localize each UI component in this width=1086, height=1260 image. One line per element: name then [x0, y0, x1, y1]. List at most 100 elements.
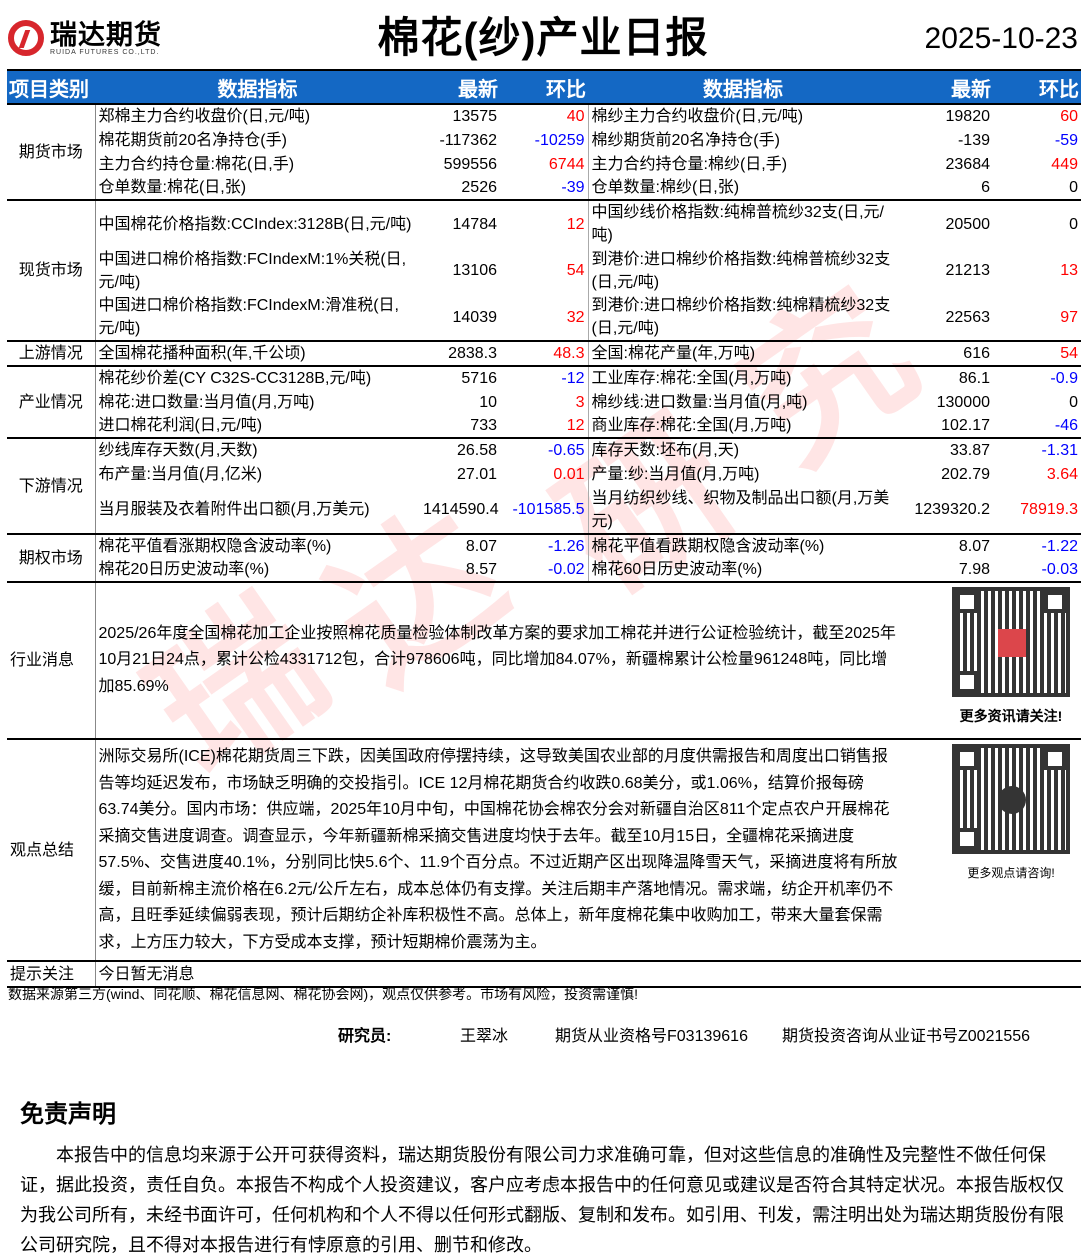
change-value: 0.01: [500, 462, 589, 486]
table-row: 布产量:当月值(月,亿米) 27.01 0.01 产量:纱:当月值(月,万吨) 202.…: [7, 462, 1081, 486]
category-cell: 上游情况: [7, 340, 96, 366]
latest-value: 2838.3: [420, 340, 500, 366]
latest-value: 1239320.2: [914, 501, 990, 518]
license-number: 期货从业资格号F03139616: [555, 1028, 748, 1045]
category-cell: 期权市场: [7, 533, 96, 582]
change-value: -0.65: [500, 437, 589, 462]
table-row: 产业情况 棉花纱价差(CY C32S-CC3128B,元/吨) 5716 -12 工业库…: [7, 365, 1081, 438]
qr-code-icon: [952, 587, 1070, 697]
change-value: -39: [500, 176, 589, 200]
table-row: 上游情况 全国棉花播种面积(年,千公顷) 2838.3 48.3 全国:棉花产量(年,万…: [7, 340, 1081, 366]
metric-name: 工业库存:棉花:全国(月,万吨): [588, 365, 898, 390]
latest-value: 33.87: [898, 437, 993, 462]
metric-name: 全国棉花播种面积(年,千公顷): [95, 340, 420, 366]
change-value: 78919.3: [1020, 501, 1078, 518]
metric-name: 棉花20日历史波动率(%): [98, 561, 270, 578]
view-text: 洲际交易所(ICE)棉花期货周三下跌，因美国政府停摆持续，这导致美国农业部的月度…: [98, 748, 898, 951]
metric-name: 中国棉花价格指数:CCIndex:3128B(日,元/吨): [95, 199, 420, 247]
latest-value: 8.57: [465, 561, 497, 578]
col-category: 项目类别: [7, 69, 95, 104]
latest-value: 5716: [420, 365, 500, 390]
latest-value: 7.98: [958, 561, 990, 578]
table-row: 中国进口棉价格指数:FCIndexM:滑准税(日,元/吨) 14039 32 到港价:…: [7, 294, 1081, 341]
change-value: 40: [500, 103, 589, 128]
latest-value: 102.17: [941, 417, 990, 434]
metric-name: 全国:棉花产量(年,万吨): [588, 340, 898, 366]
category-cell: 产业情况: [7, 365, 96, 438]
table-row: 棉花期货前20名净持仓(手) -117362 -10259 棉纱期货前20名净持仓(手…: [7, 128, 1081, 152]
change-value: 54: [500, 247, 589, 294]
researcher-label: 研究员:: [338, 1028, 392, 1045]
metric-name: 当月纺织纱线、织物及制品出口额(月,万美元): [591, 489, 890, 530]
latest-value: 616: [898, 340, 993, 366]
change-value: 13: [1060, 262, 1078, 279]
researcher-name: 王翠冰: [460, 1028, 509, 1045]
wechat-qr-icon: [952, 744, 1070, 854]
latest-value: 19820: [898, 103, 993, 128]
qr-caption: 更多观点请咨询!: [967, 866, 1055, 880]
metric-name: 棉花60日历史波动率(%): [591, 561, 763, 578]
change-value: 12: [500, 199, 589, 247]
news-row: 行业消息 2025/26年度全国棉花加工企业按照棉花质量检验体制改革方案的要求加…: [7, 581, 1081, 739]
logo-icon: [8, 20, 44, 56]
table-row: 下游情况 纱线库存天数(月,天数) 26.58 -0.65 库存天数:坯布(月,天) 33…: [7, 437, 1081, 534]
metric-name: 仓单数量:棉纱(日,张): [591, 179, 740, 196]
change-value: -46: [1054, 417, 1078, 434]
table-row: 棉花:进口数量:当月值(月,万吨) 10 3 棉纱线:进口数量:当月值(月,吨) 130…: [7, 390, 1081, 414]
view-row: 观点总结 洲际交易所(ICE)棉花期货周三下跌，因美国政府停摆持续，这导致美国农…: [7, 738, 1081, 961]
latest-value: 130000: [936, 393, 990, 411]
latest-value: 23684: [945, 155, 991, 173]
latest-value: 14039: [452, 308, 498, 326]
latest-value: 2526: [461, 179, 497, 196]
change-value: 97: [1060, 308, 1078, 326]
latest-value: 86.1: [898, 365, 993, 390]
metric-name: 棉花:进口数量:当月值(月,万吨): [98, 393, 315, 411]
latest-value: 8.07: [898, 533, 993, 558]
change-value: 54: [993, 340, 1081, 366]
latest-value: 202.79: [941, 465, 990, 483]
col-latest: 最新: [420, 69, 500, 104]
change-value: 3.64: [1046, 465, 1078, 483]
table-row: 进口棉花利润(日,元/吨) 733 12 商业库存:棉花:全国(月,万吨) 102.17…: [7, 414, 1081, 438]
latest-value: 599556: [443, 155, 497, 173]
tips-row: 提示关注 今日暂无消息: [7, 960, 1081, 988]
category-cell: 现货市场: [7, 199, 96, 341]
data-table: 项目类别 数据指标 最新 环比 数据指标 最新 环比 期货市场 郑棉主力合约收盘价…: [7, 69, 1081, 988]
latest-value: 1414590.4: [423, 501, 499, 518]
change-value: -0.9: [993, 365, 1081, 390]
latest-value: 20500: [898, 199, 993, 247]
metric-name: 进口棉花利润(日,元/吨): [98, 417, 263, 434]
report-title: 棉花(纱)产业日报: [377, 14, 709, 61]
col-metric: 数据指标: [95, 69, 420, 104]
change-value: -0.02: [500, 558, 589, 582]
metric-name: 到港价:进口棉纱价格指数:纯棉精梳纱32支(日,元/吨): [591, 297, 891, 337]
tips-category: 提示关注: [7, 960, 96, 988]
change-value: -101585.5: [500, 486, 589, 534]
col-latest-2: 最新: [898, 69, 993, 104]
category-cell: 下游情况: [7, 437, 96, 534]
latest-value: -139: [957, 131, 990, 149]
latest-value: 13575: [420, 103, 500, 128]
table-row: 现货市场 中国棉花价格指数:CCIndex:3128B(日,元/吨) 14784 12…: [7, 199, 1081, 341]
latest-value: 27.01: [456, 465, 497, 483]
change-value: -1.22: [993, 533, 1081, 558]
latest-value: 733: [470, 417, 497, 434]
latest-value: -117362: [439, 131, 497, 149]
qr-caption: 更多资讯请关注!: [959, 708, 1063, 724]
change-value: -1.26: [500, 533, 589, 558]
consulting-license: 期货投资咨询从业证书号Z0021556: [782, 1028, 1031, 1045]
latest-value: 26.58: [420, 437, 500, 462]
metric-name: 主力合约持仓量:棉花(日,手): [98, 155, 295, 173]
change-value: -0.03: [1041, 561, 1078, 578]
latest-value: 13106: [452, 262, 498, 279]
metric-name: 当月服装及衣着附件出口额(月,万美元): [98, 501, 370, 518]
change-value: 60: [993, 103, 1081, 128]
metric-name: 中国纱线价格指数:纯棉普梳纱32支(日,元/吨): [588, 199, 898, 247]
col-change: 环比: [500, 69, 588, 104]
table-row: 中国进口棉价格指数:FCIndexM:1%关税(日,元/吨) 13106 54 到港价…: [7, 247, 1081, 294]
metric-name: 棉花纱价差(CY C32S-CC3128B,元/吨): [95, 365, 420, 390]
metric-name: 到港价:进口棉纱价格指数:纯棉普梳纱32支(日,元/吨): [591, 250, 891, 291]
change-value: 0: [993, 199, 1081, 247]
table-row: 当月服装及衣着附件出口额(月,万美元) 1414590.4 -101585.5 当月纺…: [7, 486, 1081, 534]
disclaimer-text: 本报告中的信息均来源于公开可获得资料，瑞达期货股份有限公司力求准确可靠，但对这些…: [20, 1145, 1064, 1255]
